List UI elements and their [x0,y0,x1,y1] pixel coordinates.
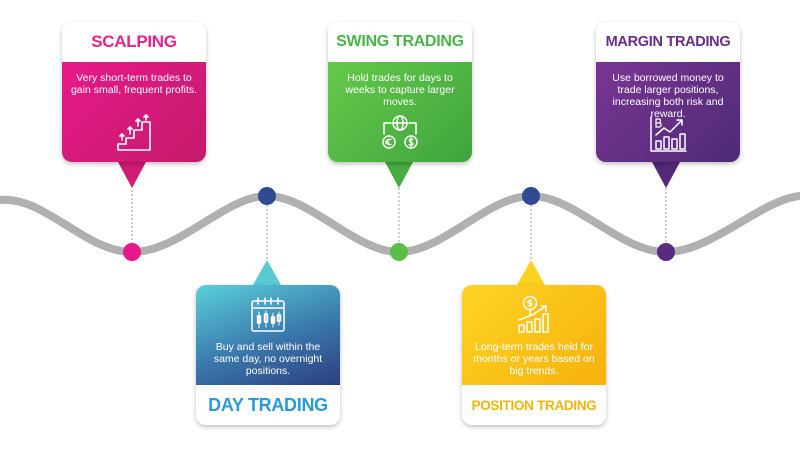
card-title: SCALPING [62,22,206,62]
node-swing [390,243,408,261]
card-body: Very short-term trades to gain small, fr… [62,62,206,162]
pointer-swing [385,162,413,188]
node-scalping [123,243,141,261]
globe-currency-icon [382,115,418,149]
pointer-position [517,260,545,285]
card-scalping: SCALPING Very short-term trades to gain … [62,22,206,162]
stairs-arrows-icon [117,114,151,151]
card-description: Very short-term trades to gain small, fr… [70,72,198,96]
card-description: Buy and sell within the same day, no ove… [213,341,323,377]
card-body: Use borrowed money to trade larger posit… [596,62,740,162]
card-body: Buy and sell within the same day, no ove… [196,285,340,385]
card-title: MARGIN TRADING [596,22,740,62]
node-position [522,187,540,205]
card-swing-trading: SWING TRADING Hold trades for days to we… [328,22,472,162]
bitcoin-growth-chart-icon [650,116,687,152]
pointer-margin [652,162,680,188]
card-day-trading: Buy and sell within the same day, no ove… [196,285,340,425]
pointer-day [253,260,281,285]
coin-bar-chart-icon [518,295,549,333]
calendar-candlestick-icon [251,297,285,332]
card-position-trading: Long-term trades held for months or year… [462,285,606,425]
node-day [258,187,276,205]
card-margin-trading: MARGIN TRADING Use borrowed money to tra… [596,22,740,162]
card-description: Long-term trades held for months or year… [473,341,595,377]
card-description: Hold trades for days to weeks to capture… [345,72,455,108]
card-title: POSITION TRADING [462,385,606,425]
card-body: Long-term trades held for months or year… [462,285,606,385]
card-title: SWING TRADING [328,22,472,62]
card-title: DAY TRADING [196,385,340,425]
card-body: Hold trades for days to weeks to capture… [328,62,472,162]
node-margin [657,243,675,261]
card-description: Use borrowed money to trade larger posit… [612,72,724,120]
pointer-scalping [118,162,146,188]
